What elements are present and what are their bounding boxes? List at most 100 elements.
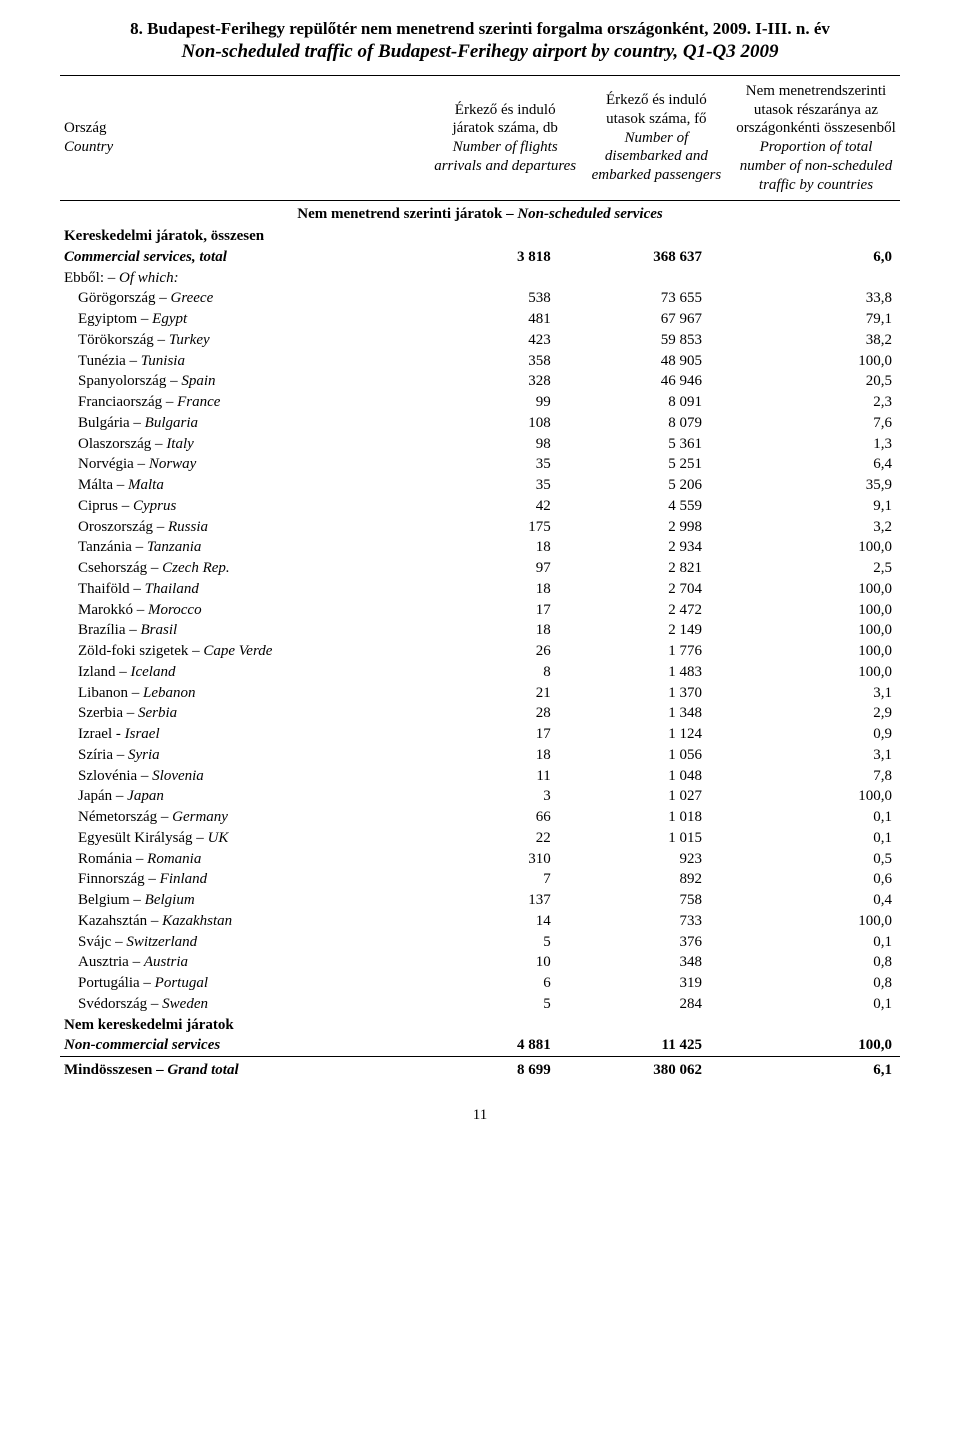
country-hu: Németország –	[78, 809, 172, 825]
country-hu: Ausztria –	[78, 954, 144, 970]
flights-value: 66	[430, 807, 581, 828]
country-en: Brasil	[140, 622, 177, 638]
grand-total-row: Mindösszesen – Grand total 8 699 380 062…	[60, 1057, 900, 1081]
prop-value: 3,1	[732, 683, 900, 704]
table-row: Finnország – Finland78920,6	[60, 869, 900, 890]
flights-value: 6	[430, 973, 581, 994]
prop-value: 0,5	[732, 849, 900, 870]
table-row: Spanyolország – Spain32846 94620,5	[60, 371, 900, 392]
table-row: Libanon – Lebanon211 3703,1	[60, 683, 900, 704]
prop-value: 100,0	[732, 351, 900, 372]
country-hu: Tanzánia –	[78, 539, 147, 555]
country-hu: Szíria –	[78, 747, 128, 763]
pax-value: 284	[581, 994, 732, 1015]
flights-value: 7	[430, 869, 581, 890]
page-number: 11	[60, 1107, 900, 1124]
commercial-total-label: Commercial services, total	[60, 247, 430, 268]
prop-value: 0,8	[732, 952, 900, 973]
header-prop-en: Proportion of total number of non-schedu…	[736, 138, 896, 194]
country-hu: Zöld-foki szigetek –	[78, 643, 203, 659]
of-which-row: Ebből: – Of which:	[60, 268, 900, 289]
header-flights-en: Number of flights arrivals and departure…	[434, 138, 577, 176]
country-en: Norway	[149, 456, 197, 472]
pax-value: 8 079	[581, 413, 732, 434]
country-label: Oroszország – Russia	[60, 517, 430, 538]
prop-value: 6,4	[732, 454, 900, 475]
section-heading: Nem menetrend szerinti járatok – Non-sch…	[60, 201, 900, 226]
prop-value: 0,4	[732, 890, 900, 911]
flights-value: 17	[430, 600, 581, 621]
country-hu: Oroszország –	[78, 519, 168, 535]
country-en: UK	[208, 830, 229, 846]
title-en: Non-scheduled traffic of Budapest-Ferihe…	[60, 40, 900, 65]
pax-value: 2 998	[581, 517, 732, 538]
grand-total-flights: 8 699	[430, 1057, 581, 1081]
pax-value: 1 776	[581, 641, 732, 662]
flights-value: 35	[430, 454, 581, 475]
country-en: Germany	[172, 809, 228, 825]
country-en: Russia	[168, 519, 208, 535]
table-row: Brazília – Brasil182 149100,0	[60, 620, 900, 641]
flights-value: 8	[430, 662, 581, 683]
country-label: Japán – Japan	[60, 786, 430, 807]
table-row: Bulgária – Bulgaria1088 0797,6	[60, 413, 900, 434]
pax-value: 892	[581, 869, 732, 890]
pax-value: 1 483	[581, 662, 732, 683]
header-country-en: Country	[64, 138, 426, 157]
country-en: Greece	[170, 290, 213, 306]
table-row: Japán – Japan31 027100,0	[60, 786, 900, 807]
grand-total-hu: Mindösszesen –	[64, 1062, 167, 1078]
pax-value: 5 251	[581, 454, 732, 475]
country-label: Ausztria – Austria	[60, 952, 430, 973]
prop-value: 3,1	[732, 745, 900, 766]
document-page: 8. Budapest-Ferihegy repülőtér nem menet…	[0, 0, 960, 1154]
country-label: Olaszország – Italy	[60, 434, 430, 455]
table-row: Norvégia – Norway355 2516,4	[60, 454, 900, 475]
section-heading-en: Non-scheduled services	[517, 206, 662, 222]
flights-value: 3	[430, 786, 581, 807]
country-hu: Marokkó –	[78, 602, 148, 618]
country-hu: Thaiföld –	[78, 581, 145, 597]
table-row: Ciprus – Cyprus424 5599,1	[60, 496, 900, 517]
country-en: Kazakhstan	[162, 913, 232, 929]
country-en: Serbia	[138, 705, 177, 721]
table-row: Tanzánia – Tanzania182 934100,0	[60, 537, 900, 558]
prop-value: 9,1	[732, 496, 900, 517]
header-pax-en: Number of disembarked and embarked passe…	[585, 129, 728, 185]
country-label: Thaiföld – Thailand	[60, 579, 430, 600]
country-hu: Svájc –	[78, 934, 126, 950]
prop-value: 0,1	[732, 994, 900, 1015]
flights-value: 18	[430, 620, 581, 641]
country-hu: Szerbia –	[78, 705, 138, 721]
country-label: Görögország – Greece	[60, 288, 430, 309]
pax-value: 2 934	[581, 537, 732, 558]
country-en: Bulgaria	[145, 415, 198, 431]
prop-value: 100,0	[732, 620, 900, 641]
table-row: Oroszország – Russia1752 9983,2	[60, 517, 900, 538]
flights-value: 5	[430, 932, 581, 953]
country-en: Cyprus	[133, 498, 176, 514]
country-en: Morocco	[148, 602, 202, 618]
country-hu: Csehország –	[78, 560, 162, 576]
header-country: Ország Country	[60, 75, 430, 201]
country-label: Egyiptom – Egypt	[60, 309, 430, 330]
country-hu: Szlovénia –	[78, 768, 152, 784]
country-hu: Bulgária –	[78, 415, 145, 431]
table-row: Belgium – Belgium1377580,4	[60, 890, 900, 911]
country-hu: Málta –	[78, 477, 128, 493]
flights-value: 99	[430, 392, 581, 413]
pax-value: 923	[581, 849, 732, 870]
header-prop: Nem menetrendszerinti utasok részaránya …	[732, 75, 900, 201]
flights-value: 28	[430, 703, 581, 724]
country-hu: Japán –	[78, 788, 127, 804]
country-en: Romania	[147, 851, 201, 867]
country-en: France	[177, 394, 220, 410]
prop-value: 100,0	[732, 786, 900, 807]
country-en: Spain	[181, 373, 215, 389]
flights-value: 108	[430, 413, 581, 434]
country-en: Cape Verde	[203, 643, 272, 659]
pax-value: 1 015	[581, 828, 732, 849]
country-en: Japan	[127, 788, 164, 804]
table-row: Tunézia – Tunisia35848 905100,0	[60, 351, 900, 372]
country-label: Ciprus – Cyprus	[60, 496, 430, 517]
